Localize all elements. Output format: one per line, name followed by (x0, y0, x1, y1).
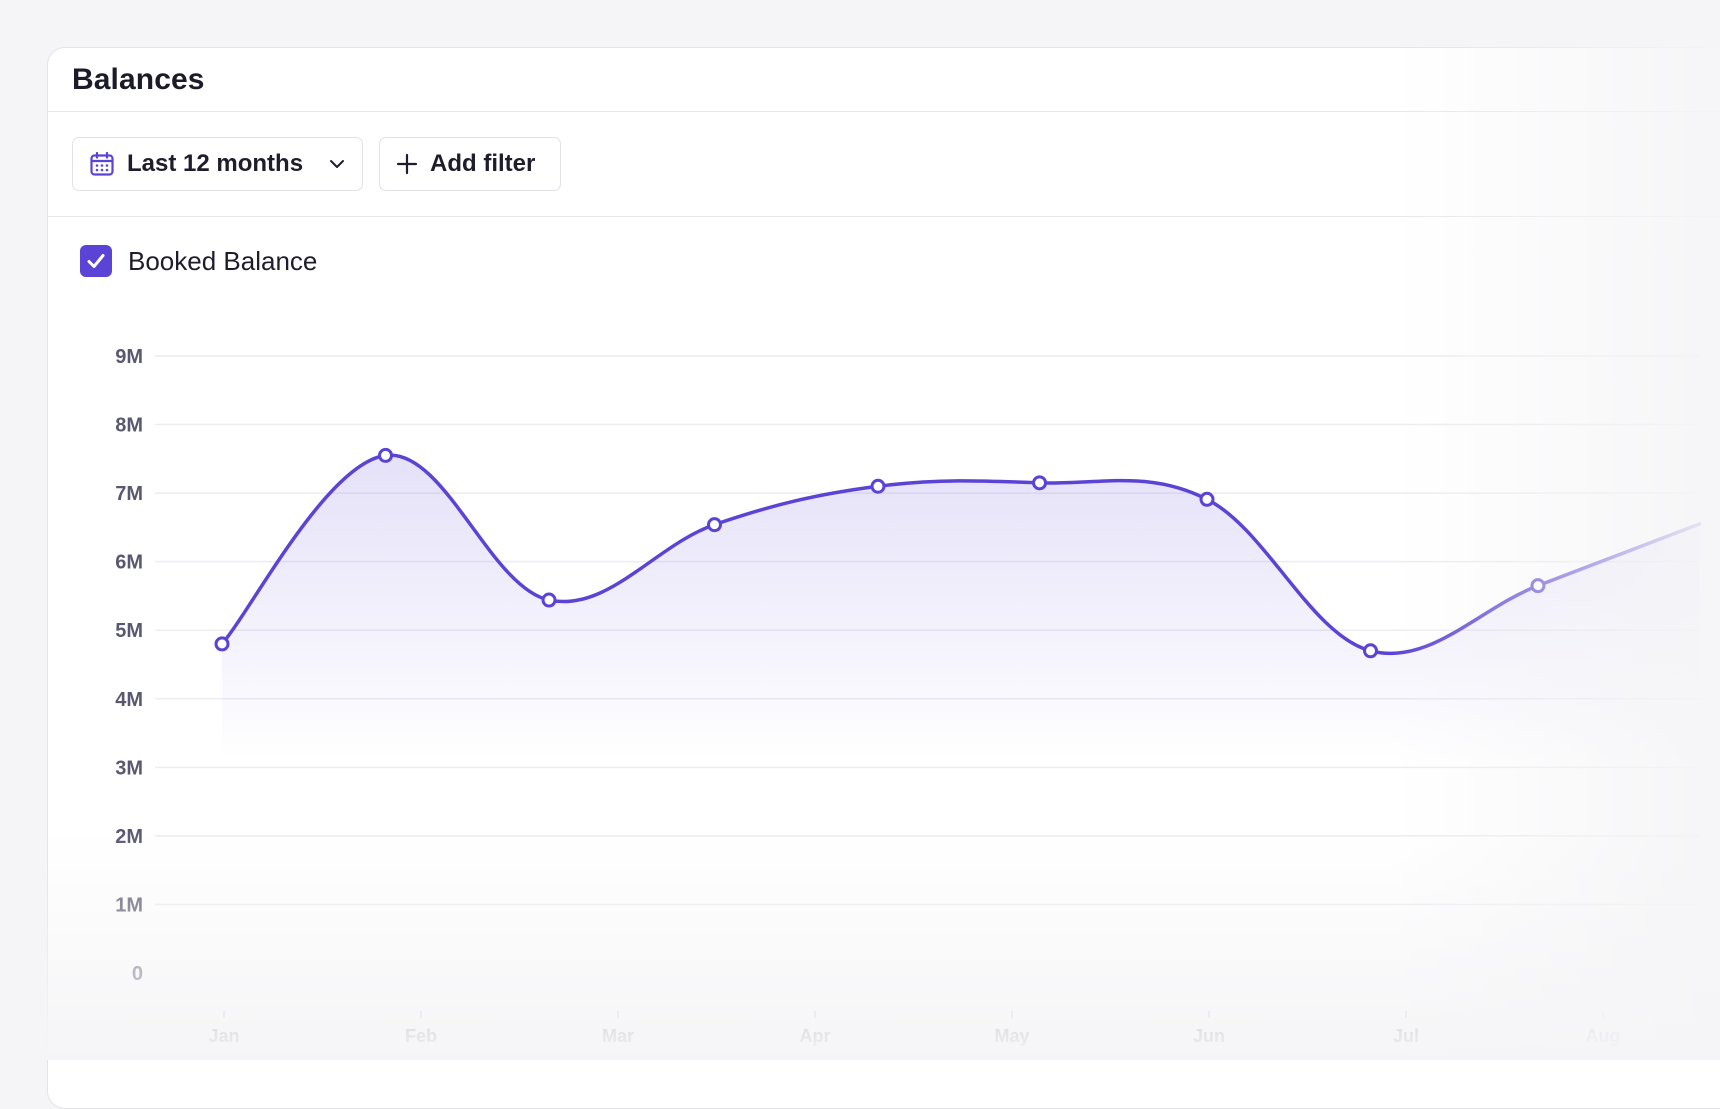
y-tick-label: 0 (132, 963, 143, 985)
data-point[interactable] (1032, 475, 1048, 491)
x-tick-label: May (994, 1026, 1029, 1046)
plus-icon (396, 153, 418, 175)
date-range-label: Last 12 months (127, 150, 304, 177)
data-point[interactable] (1530, 578, 1546, 594)
data-point[interactable] (870, 478, 886, 494)
data-point[interactable] (378, 447, 394, 463)
x-tick-label: Jun (1193, 1026, 1225, 1046)
y-tick-label: 4M (115, 689, 143, 711)
x-tick-label: Jan (208, 1026, 239, 1046)
calendar-icon (89, 151, 115, 177)
y-tick-label: 8M (115, 415, 143, 437)
y-tick-label: 1M (115, 894, 143, 916)
date-range-dropdown[interactable]: Last 12 months (72, 137, 363, 191)
legend-label: Booked Balance (128, 245, 318, 276)
x-tick-label: Feb (405, 1026, 437, 1046)
y-tick-label: 2M (115, 826, 143, 848)
data-point[interactable] (1199, 491, 1215, 507)
y-tick-label: 3M (115, 757, 143, 779)
check-icon (85, 250, 107, 272)
booked-balance-checkbox[interactable] (80, 245, 112, 277)
add-filter-button[interactable]: Add filter (379, 137, 561, 191)
series-area (222, 455, 1700, 760)
y-axis: 0 1M 2M 3M 4M 5M 6M 7M 8M 9M (115, 346, 143, 985)
y-tick-label: 6M (115, 552, 143, 574)
card-title: Balances (72, 62, 205, 96)
y-tick-label: 9M (115, 346, 143, 368)
add-filter-label: Add filter (430, 150, 536, 177)
card-header: Balances (48, 48, 1720, 112)
x-axis: Jan Feb Mar Apr May Jun Jul Aug (208, 1011, 1621, 1046)
balance-chart: 0 1M 2M 3M 4M 5M 6M 7M 8M 9M Jan Feb Mar Apr May Jun Ju… (115, 346, 1702, 1046)
chart-area: 0 1M 2M 3M 4M 5M 6M 7M 8M 9M Jan Feb Mar Apr May Jun Ju… (0, 0, 1720, 1060)
chart-legend: Booked Balance (80, 245, 317, 277)
x-tick-label: Mar (602, 1026, 634, 1046)
data-point[interactable] (214, 636, 230, 652)
x-tick-label: Apr (800, 1026, 831, 1046)
y-tick-label: 5M (115, 620, 143, 642)
data-point[interactable] (1363, 643, 1379, 659)
chevron-down-icon (328, 155, 346, 173)
y-tick-label: 7M (115, 483, 143, 505)
toolbar: Last 12 months Add filter (48, 112, 1720, 217)
x-tick-label: Aug (1586, 1026, 1621, 1046)
data-point[interactable] (707, 517, 722, 533)
x-tick-label: Jul (1393, 1026, 1419, 1046)
data-point[interactable] (541, 592, 557, 608)
